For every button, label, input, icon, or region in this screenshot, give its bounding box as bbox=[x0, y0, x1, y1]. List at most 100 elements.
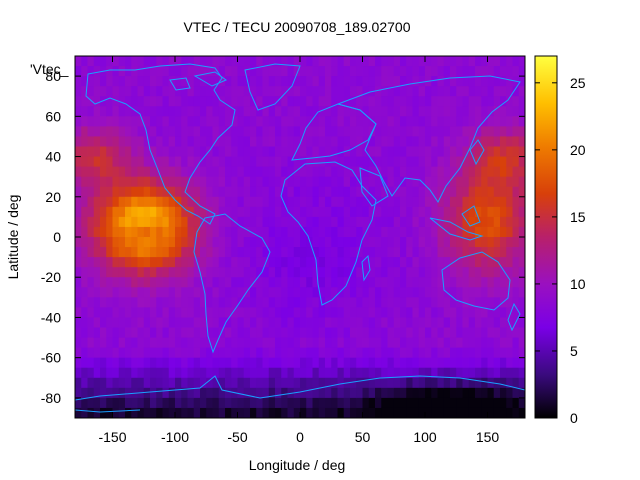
heatmap-cell bbox=[375, 96, 382, 107]
heatmap-cell bbox=[400, 116, 407, 127]
heatmap-cell bbox=[106, 377, 114, 389]
x-tick-label: -150 bbox=[98, 429, 126, 445]
heatmap-cell bbox=[187, 156, 195, 168]
heatmap-cell bbox=[493, 146, 501, 158]
heatmap-cell bbox=[231, 66, 239, 77]
heatmap-cell bbox=[318, 76, 326, 87]
heatmap-cell bbox=[381, 216, 389, 228]
heatmap-cell bbox=[225, 116, 232, 127]
heatmap-cell bbox=[343, 166, 351, 178]
heatmap-cell bbox=[500, 126, 507, 138]
heatmap-cell bbox=[187, 407, 195, 418]
heatmap-cell bbox=[506, 86, 514, 97]
heatmap-cell bbox=[231, 347, 239, 359]
heatmap-cell bbox=[287, 126, 295, 138]
heatmap-cell bbox=[168, 116, 176, 127]
heatmap-cell bbox=[450, 397, 457, 409]
heatmap-cell bbox=[293, 337, 301, 349]
heatmap-cell bbox=[437, 307, 445, 319]
heatmap-cell bbox=[318, 287, 326, 298]
heatmap-cell bbox=[168, 277, 176, 288]
heatmap-cell bbox=[75, 146, 82, 158]
heatmap-cell bbox=[200, 287, 207, 298]
heatmap-cell bbox=[231, 317, 239, 329]
heatmap-cell bbox=[437, 166, 445, 178]
heatmap-cell bbox=[318, 397, 326, 409]
heatmap-cell bbox=[325, 76, 332, 87]
heatmap-cell bbox=[118, 146, 126, 158]
heatmap-cell bbox=[412, 86, 420, 97]
heatmap-cell bbox=[187, 126, 195, 138]
heatmap-cell bbox=[406, 367, 414, 379]
heatmap-cell bbox=[143, 126, 151, 138]
heatmap-cell bbox=[493, 407, 501, 418]
heatmap-cell bbox=[500, 106, 507, 117]
heatmap-cell bbox=[206, 327, 214, 339]
heatmap-cell bbox=[406, 146, 414, 158]
heatmap-cell bbox=[275, 96, 282, 107]
heatmap-cell bbox=[156, 166, 164, 178]
heatmap-cell bbox=[493, 196, 501, 208]
heatmap-cell bbox=[225, 126, 232, 138]
heatmap-cell bbox=[281, 226, 289, 238]
heatmap-cell bbox=[487, 347, 495, 359]
heatmap-cell bbox=[93, 397, 101, 409]
heatmap-cell bbox=[112, 337, 120, 349]
heatmap-cell bbox=[500, 247, 507, 258]
heatmap-cell bbox=[150, 156, 157, 168]
heatmap-cell bbox=[93, 257, 101, 268]
heatmap-cell bbox=[250, 96, 257, 107]
heatmap-cell bbox=[493, 136, 501, 148]
heatmap-cell bbox=[500, 317, 507, 329]
heatmap-cell bbox=[293, 106, 301, 117]
heatmap-cell bbox=[475, 297, 482, 308]
heatmap-cell bbox=[268, 86, 276, 97]
heatmap-cell bbox=[506, 56, 514, 67]
heatmap-cell bbox=[125, 327, 132, 339]
heatmap-cell bbox=[518, 267, 525, 278]
heatmap-cell bbox=[456, 287, 464, 298]
heatmap-cell bbox=[475, 176, 482, 188]
heatmap-cell bbox=[306, 56, 314, 67]
heatmap-cell bbox=[431, 277, 439, 288]
heatmap-cell bbox=[256, 126, 264, 138]
heatmap-cell bbox=[331, 237, 339, 248]
heatmap-cell bbox=[287, 106, 295, 117]
heatmap-cell bbox=[393, 96, 401, 107]
heatmap-cell bbox=[450, 66, 457, 77]
heatmap-cell bbox=[456, 166, 464, 178]
heatmap-cell bbox=[131, 76, 139, 87]
heatmap-cell bbox=[162, 66, 170, 77]
heatmap-cell bbox=[106, 327, 114, 339]
heatmap-cell bbox=[381, 317, 389, 329]
heatmap-cell bbox=[481, 267, 489, 278]
heatmap-cell bbox=[231, 247, 239, 258]
heatmap-cell bbox=[337, 297, 345, 308]
heatmap-cell bbox=[381, 237, 389, 248]
heatmap-cell bbox=[156, 216, 164, 228]
heatmap-cell bbox=[181, 327, 189, 339]
heatmap-cell bbox=[331, 66, 339, 77]
heatmap-cell bbox=[112, 76, 120, 87]
heatmap-cell bbox=[181, 237, 189, 248]
heatmap-cell bbox=[231, 166, 239, 178]
heatmap-cell bbox=[143, 216, 151, 228]
heatmap-cell bbox=[125, 116, 132, 127]
heatmap-cell bbox=[331, 347, 339, 359]
heatmap-cell bbox=[231, 86, 239, 97]
heatmap-cell bbox=[437, 387, 445, 399]
heatmap-cell bbox=[81, 176, 89, 188]
heatmap-cell bbox=[331, 357, 339, 369]
heatmap-cell bbox=[425, 327, 432, 339]
heatmap-cell bbox=[131, 196, 139, 208]
heatmap-cell bbox=[450, 146, 457, 158]
heatmap-cell bbox=[350, 196, 357, 208]
heatmap-cell bbox=[306, 387, 314, 399]
heatmap-cell bbox=[412, 397, 420, 409]
heatmap-cell bbox=[243, 327, 251, 339]
heatmap-cell bbox=[287, 347, 295, 359]
heatmap-cell bbox=[300, 267, 307, 278]
heatmap-cell bbox=[100, 86, 107, 97]
heatmap-cell bbox=[181, 367, 189, 379]
heatmap-cell bbox=[387, 367, 395, 379]
